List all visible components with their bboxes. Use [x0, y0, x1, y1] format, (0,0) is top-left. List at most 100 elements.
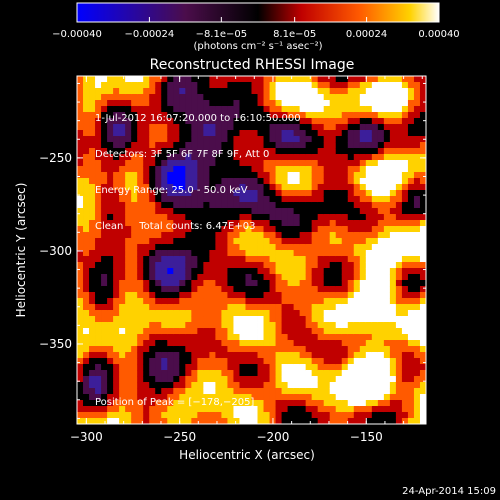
heatmap-cell: [113, 118, 120, 125]
heatmap-cell: [215, 232, 222, 239]
heatmap-cell: [209, 184, 216, 191]
heatmap-cell: [257, 148, 264, 155]
heatmap-cell: [203, 142, 210, 149]
heatmap-cell: [383, 412, 391, 419]
heatmap-cell: [203, 238, 210, 245]
heatmap-cell: [209, 196, 216, 203]
heatmap-cell: [359, 208, 367, 215]
heatmap-cell: [173, 274, 180, 281]
heatmap-cell: [293, 88, 301, 95]
heatmap-cell: [359, 334, 367, 341]
heatmap-cell: [407, 412, 415, 419]
heatmap-cell: [191, 412, 198, 419]
heatmap-cell: [125, 358, 132, 365]
heatmap-cell: [119, 226, 126, 233]
heatmap-cell: [329, 220, 337, 227]
heatmap-cell: [131, 124, 138, 131]
heatmap-cell: [191, 94, 198, 101]
heatmap-cell: [323, 220, 331, 227]
heatmap-cell: [377, 256, 385, 263]
heatmap-cell: [227, 298, 234, 305]
heatmap-cell: [401, 280, 409, 287]
heatmap-cell: [233, 124, 240, 131]
heatmap-cell: [305, 112, 313, 119]
heatmap-cell: [113, 208, 120, 215]
heatmap-cell: [197, 310, 204, 317]
heatmap-cell: [137, 418, 144, 425]
heatmap-cell: [317, 268, 325, 275]
heatmap-cell: [395, 304, 403, 311]
heatmap-cell: [119, 82, 126, 89]
heatmap-cell: [251, 382, 258, 389]
heatmap-cell: [251, 286, 258, 293]
heatmap-cell: [395, 412, 403, 419]
heatmap-cell: [311, 190, 319, 197]
heatmap-cell: [323, 142, 331, 149]
heatmap-cell: [389, 388, 397, 395]
heatmap-cell: [191, 364, 198, 371]
heatmap-cell: [419, 418, 427, 425]
heatmap-cell: [227, 238, 234, 245]
heatmap-cell: [395, 160, 403, 167]
heatmap-cell: [347, 160, 355, 167]
heatmap-cell: [131, 388, 138, 395]
heatmap-cell: [419, 196, 427, 203]
heatmap-cell: [221, 400, 228, 407]
heatmap-cell: [125, 400, 132, 407]
heatmap-cell: [353, 124, 361, 131]
heatmap-cell: [245, 112, 252, 119]
heatmap-cell: [287, 322, 295, 329]
heatmap-cell: [227, 220, 234, 227]
heatmap-cell: [293, 202, 301, 209]
heatmap-cell: [83, 208, 90, 215]
heatmap-cell: [197, 106, 204, 113]
heatmap-cell: [137, 220, 144, 227]
heatmap-cell: [227, 316, 234, 323]
heatmap-cell: [401, 304, 409, 311]
heatmap-cell: [83, 280, 90, 287]
heatmap-cell: [419, 316, 427, 323]
heatmap-cell: [113, 406, 120, 413]
heatmap-cell: [191, 328, 198, 335]
heatmap-cell: [299, 220, 307, 227]
heatmap-cell: [347, 340, 355, 347]
heatmap-cell: [239, 154, 246, 161]
heatmap-cell: [179, 208, 186, 215]
heatmap-cell: [107, 352, 114, 359]
heatmap-cell: [347, 346, 355, 353]
heatmap-cell: [395, 394, 403, 401]
heatmap-cell: [341, 388, 349, 395]
heatmap-cell: [161, 136, 168, 143]
heatmap-cell: [83, 220, 90, 227]
heatmap-cell: [215, 400, 222, 407]
heatmap-cell: [251, 100, 258, 107]
heatmap-cell: [95, 394, 102, 401]
heatmap-cell: [89, 154, 96, 161]
heatmap-cell: [185, 382, 192, 389]
heatmap-cell: [131, 394, 138, 401]
heatmap-cell: [197, 406, 204, 413]
heatmap-cell: [377, 220, 385, 227]
heatmap-cell: [389, 190, 397, 197]
heatmap-cell: [353, 286, 361, 293]
heatmap-cell: [347, 202, 355, 209]
heatmap-cell: [413, 418, 421, 425]
heatmap-cell: [329, 238, 337, 245]
heatmap-cell: [197, 370, 204, 377]
heatmap-cell: [269, 388, 276, 395]
heatmap-cell: [125, 328, 132, 335]
heatmap-cell: [143, 178, 150, 185]
heatmap-cell: [131, 352, 138, 359]
heatmap-cell: [221, 304, 228, 311]
heatmap-cell: [401, 82, 409, 89]
heatmap-cell: [395, 382, 403, 389]
heatmap-cell: [329, 226, 337, 233]
heatmap-cell: [209, 112, 216, 119]
heatmap-cell: [227, 340, 234, 347]
heatmap-cell: [251, 376, 258, 383]
heatmap-cell: [161, 76, 168, 83]
heatmap-cell: [275, 160, 282, 167]
heatmap-cell: [227, 250, 234, 257]
heatmap-cell: [359, 316, 367, 323]
heatmap-cell: [305, 214, 313, 221]
